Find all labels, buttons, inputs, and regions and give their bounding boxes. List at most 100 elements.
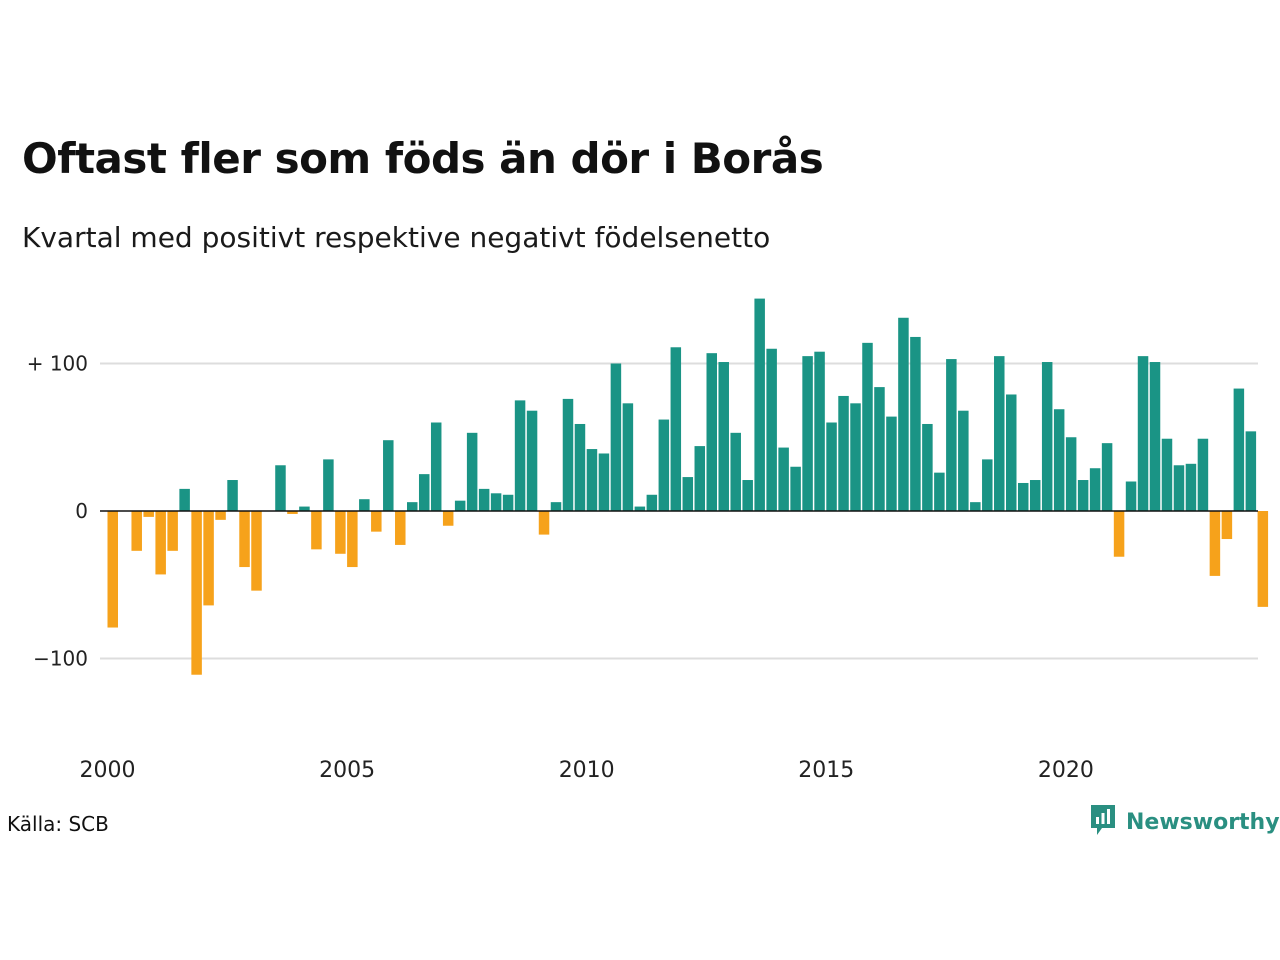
bar [550, 502, 562, 511]
bars [107, 298, 1269, 675]
bar [251, 511, 262, 591]
bar [886, 416, 897, 511]
bar [1006, 394, 1017, 512]
bar [670, 347, 682, 511]
bar [910, 336, 921, 511]
bar [1161, 438, 1173, 512]
bar [838, 395, 849, 511]
x-tick-label: 2000 [80, 758, 136, 783]
bar [371, 511, 382, 532]
bar [1137, 356, 1149, 512]
bar [1185, 463, 1197, 511]
bar-chart: + 100 0 −100 2000 2005 2010 2015 2020 [27, 298, 1269, 783]
bar [191, 511, 202, 675]
bar [155, 511, 166, 575]
bar [430, 422, 442, 511]
bar [215, 511, 226, 520]
bar [850, 403, 861, 511]
bar [1209, 511, 1221, 576]
bar [1101, 443, 1113, 511]
y-tick-label: + 100 [27, 352, 88, 376]
bar [754, 298, 765, 511]
bar [766, 348, 777, 511]
x-tick-label: 2010 [559, 758, 615, 783]
bar [1149, 362, 1161, 511]
bar [1221, 511, 1233, 540]
bar [1197, 438, 1209, 512]
bar [1053, 409, 1065, 512]
bar [598, 453, 610, 512]
bar [407, 502, 418, 511]
bar [634, 506, 646, 511]
bar [323, 459, 334, 512]
bar [718, 362, 729, 511]
bar [275, 465, 286, 511]
bar [898, 317, 909, 511]
bar [490, 493, 502, 511]
bar [730, 432, 741, 511]
bar [1125, 481, 1137, 511]
bar [538, 511, 550, 535]
bar [383, 440, 394, 511]
bar [299, 506, 310, 511]
brand-logo: Newsworthy [1088, 804, 1280, 840]
bar [574, 423, 586, 512]
bar [143, 511, 154, 517]
bar [131, 511, 142, 551]
bar [1245, 431, 1257, 511]
bar [862, 342, 873, 511]
x-axis-ticks: 2000 2005 2010 2015 2020 [80, 758, 1094, 783]
bar [1065, 437, 1077, 511]
bar [802, 356, 813, 512]
bar [742, 480, 753, 511]
bar [1089, 468, 1101, 512]
bar [418, 474, 430, 512]
bar [778, 447, 789, 511]
bar [347, 511, 358, 568]
bar [934, 472, 945, 511]
bar [982, 459, 993, 512]
bar [239, 511, 250, 568]
bar [1077, 480, 1089, 511]
bar [1173, 465, 1185, 511]
bar [359, 499, 370, 511]
bar [682, 477, 694, 511]
y-tick-label: −100 [33, 647, 88, 671]
bar [694, 446, 706, 511]
bar [1233, 388, 1245, 511]
y-axis-ticks: + 100 0 −100 [27, 352, 88, 671]
bar [562, 398, 574, 511]
brand-name: Newsworthy [1126, 809, 1280, 835]
bar [167, 511, 178, 551]
newsworthy-logo-icon [1088, 802, 1118, 842]
bar [1257, 511, 1269, 607]
bar [478, 488, 490, 512]
x-tick-label: 2005 [319, 758, 375, 783]
bar [1041, 362, 1053, 511]
bar [922, 423, 933, 512]
bar [814, 351, 825, 511]
source-note: Källa: SCB [7, 812, 109, 836]
bar [1113, 511, 1125, 557]
bar [994, 356, 1005, 512]
bar [706, 353, 717, 511]
x-tick-label: 2020 [1038, 758, 1094, 783]
x-tick-label: 2015 [798, 758, 854, 783]
bar [203, 511, 214, 606]
bar [1017, 482, 1029, 512]
bar [658, 419, 670, 511]
bar [395, 511, 406, 545]
bar [586, 449, 598, 511]
y-tick-label: 0 [75, 499, 88, 523]
bar [526, 410, 538, 511]
bar [442, 511, 454, 526]
bar [179, 488, 190, 512]
bar [287, 511, 298, 514]
bar [227, 480, 238, 511]
bar [970, 502, 981, 511]
bar [107, 511, 118, 628]
bar [454, 500, 466, 512]
bar [610, 363, 622, 511]
bar [1029, 480, 1041, 511]
bar [502, 494, 514, 511]
